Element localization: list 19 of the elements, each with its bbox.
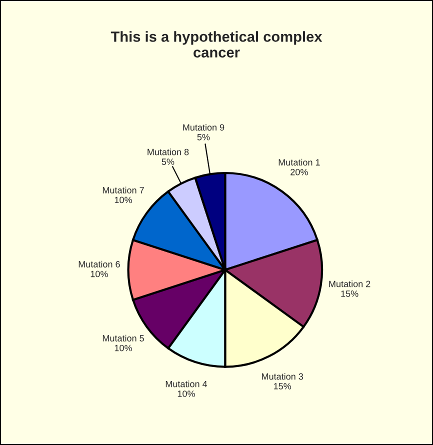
- data-label: 5%: [162, 158, 174, 165]
- slice-label: Mutation 5: [102, 334, 144, 342]
- data-label: 15%: [341, 290, 358, 297]
- slice-label: Mutation 8: [148, 148, 189, 156]
- data-label: 20%: [290, 168, 308, 176]
- data-label: 10%: [178, 390, 195, 397]
- data-label: 10%: [114, 344, 132, 352]
- slice-label: Mutation 7: [102, 186, 144, 194]
- data-label: 10%: [114, 196, 132, 204]
- slice-label: Mutation 6: [78, 260, 120, 268]
- chart-title: This is a hypothetical complex cancer: [110, 31, 322, 58]
- data-label: 15%: [274, 383, 292, 390]
- slice-label: Mutation 9: [183, 124, 224, 131]
- data-label: 10%: [90, 270, 108, 278]
- slice-label: Mutation 2: [329, 280, 370, 288]
- slice-label: Mutation 1: [278, 158, 320, 166]
- data-label: 5%: [197, 134, 210, 140]
- slice-label: Mutation 4: [166, 380, 208, 388]
- slice-label: Mutation 3: [262, 373, 304, 380]
